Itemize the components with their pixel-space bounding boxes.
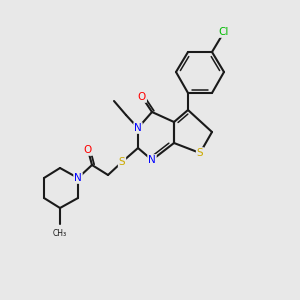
Text: Cl: Cl xyxy=(219,27,229,37)
Text: N: N xyxy=(148,155,156,165)
Text: CH₃: CH₃ xyxy=(53,229,67,238)
Text: N: N xyxy=(74,173,82,183)
Text: S: S xyxy=(119,157,125,167)
Text: O: O xyxy=(138,92,146,102)
Text: O: O xyxy=(84,145,92,155)
Text: S: S xyxy=(197,148,203,158)
Text: N: N xyxy=(134,123,142,133)
